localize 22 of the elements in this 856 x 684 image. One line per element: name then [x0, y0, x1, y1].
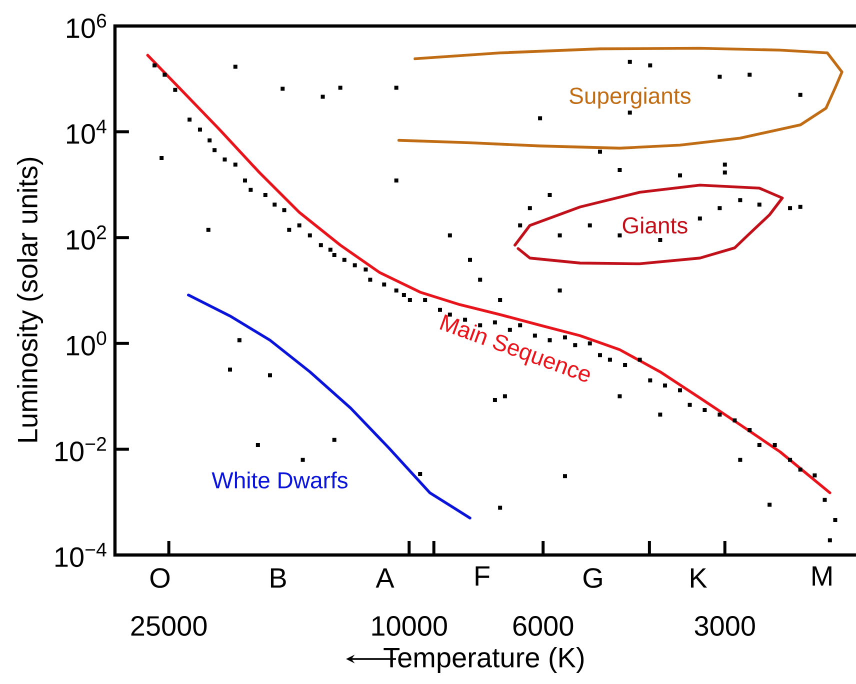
y-tick-label: 10$^{4}$ — [67, 120, 106, 144]
text: M — [812, 566, 832, 586]
text: B — [270, 568, 286, 588]
y-axis-title: Luminosity (solar units) — [16, 158, 44, 442]
x-axis-title: Temperature (K) — [384, 646, 584, 674]
x-tick-label: 3000 — [694, 616, 755, 636]
series-label: Supergiants — [570, 87, 690, 109]
y-tick-label: 10$^{6}$ — [67, 14, 106, 38]
text: O — [150, 568, 170, 588]
y-tick-label: 10$^{0}$ — [67, 331, 106, 356]
x-tick-label: 10000 — [372, 616, 447, 636]
text: A — [376, 568, 394, 588]
y-tick-label: 10$^{−4}$ — [56, 542, 106, 568]
y-tick-label: 10$^{2}$ — [67, 225, 106, 250]
series-label: Giants — [622, 216, 688, 234]
text: F — [476, 566, 490, 586]
text: White Dwarfs — [212, 472, 348, 488]
text: K — [690, 568, 708, 588]
text: G — [584, 568, 602, 588]
x-tick-label: 25000 — [131, 616, 207, 636]
x-tick-label: 6000 — [513, 616, 574, 636]
y-tick-label: 10$^{−2}$ — [56, 437, 106, 462]
